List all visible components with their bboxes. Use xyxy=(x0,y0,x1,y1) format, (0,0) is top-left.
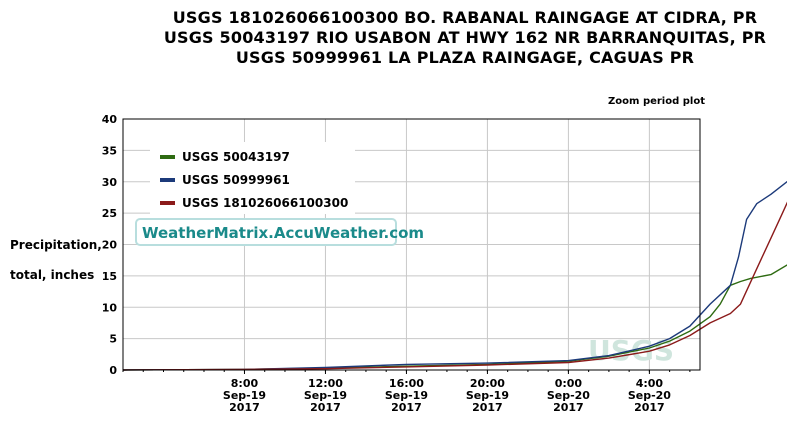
y-tick-label: 25 xyxy=(102,207,117,220)
watermark-background xyxy=(135,218,397,246)
x-tick-label: 2017 xyxy=(310,401,341,414)
x-tick-label: 20:00 xyxy=(470,377,505,390)
watermark-text: WeatherMatrix.AccuWeather.com xyxy=(142,224,424,242)
chart-title-3: USGS 50999961 LA PLAZA RAINGAGE, CAGUAS … xyxy=(235,48,695,67)
legend-entry: USGS 181026066100300 xyxy=(182,196,348,210)
axes: 05101520253035408:00Sep-19201712:00Sep-1… xyxy=(102,113,701,414)
series-line xyxy=(122,180,787,371)
y-tick-label: 40 xyxy=(102,113,118,126)
x-tick-label: Sep-19 xyxy=(385,389,428,402)
series-lines xyxy=(122,180,787,371)
chart-title-1: USGS 181026066100300 BO. RABANAL RAINGAG… xyxy=(172,8,758,27)
chart-titles: USGS 181026066100300 BO. RABANAL RAINGAG… xyxy=(150,8,780,68)
x-tick-label: 0:00 xyxy=(555,377,583,390)
zoom-period-plot-link[interactable]: Zoom period plot xyxy=(608,96,705,107)
x-tick-label: Sep-19 xyxy=(223,389,266,402)
y-tick-label: 15 xyxy=(102,270,117,283)
x-tick-label: 2017 xyxy=(553,401,584,414)
x-tick-label: Sep-20 xyxy=(547,389,590,402)
x-tick-label: 16:00 xyxy=(389,377,424,390)
x-tick-label: Sep-19 xyxy=(304,389,347,402)
watermark: WeatherMatrix.AccuWeather.com xyxy=(135,218,424,246)
x-tick-label: 12:00 xyxy=(308,377,343,390)
x-tick-label: 2017 xyxy=(229,401,260,414)
legend-entry: USGS 50999961 xyxy=(182,173,290,187)
y-axis-label-line-1: Precipitation, xyxy=(10,238,102,252)
y-tick-label: 0 xyxy=(109,364,117,377)
x-tick-label: 2017 xyxy=(391,401,422,414)
y-tick-label: 20 xyxy=(102,239,118,252)
x-tick-label: Sep-19 xyxy=(466,389,509,402)
y-tick-label: 35 xyxy=(102,144,117,157)
legend: USGS 50043197 USGS 50999961 USGS 181026066… xyxy=(150,142,355,214)
y-tick-label: 10 xyxy=(102,301,118,314)
x-tick-label: Sep-20 xyxy=(628,389,671,402)
x-tick-label: 8:00 xyxy=(231,377,259,390)
plot-border xyxy=(122,118,701,371)
series-line xyxy=(122,201,787,371)
chart-title-2: USGS 50043197 RIO USABON AT HWY 162 NR B… xyxy=(163,28,767,47)
y-tick-label: 5 xyxy=(109,333,117,346)
y-tick-label: 30 xyxy=(102,176,118,189)
legend-entry: USGS 50043197 xyxy=(182,150,290,164)
legend-background xyxy=(150,142,355,214)
x-tick-label: 4:00 xyxy=(636,377,664,390)
y-axis-label-line-2: total, inches xyxy=(10,268,95,282)
x-tick-label: 2017 xyxy=(472,401,503,414)
x-tick-label: 2017 xyxy=(634,401,665,414)
